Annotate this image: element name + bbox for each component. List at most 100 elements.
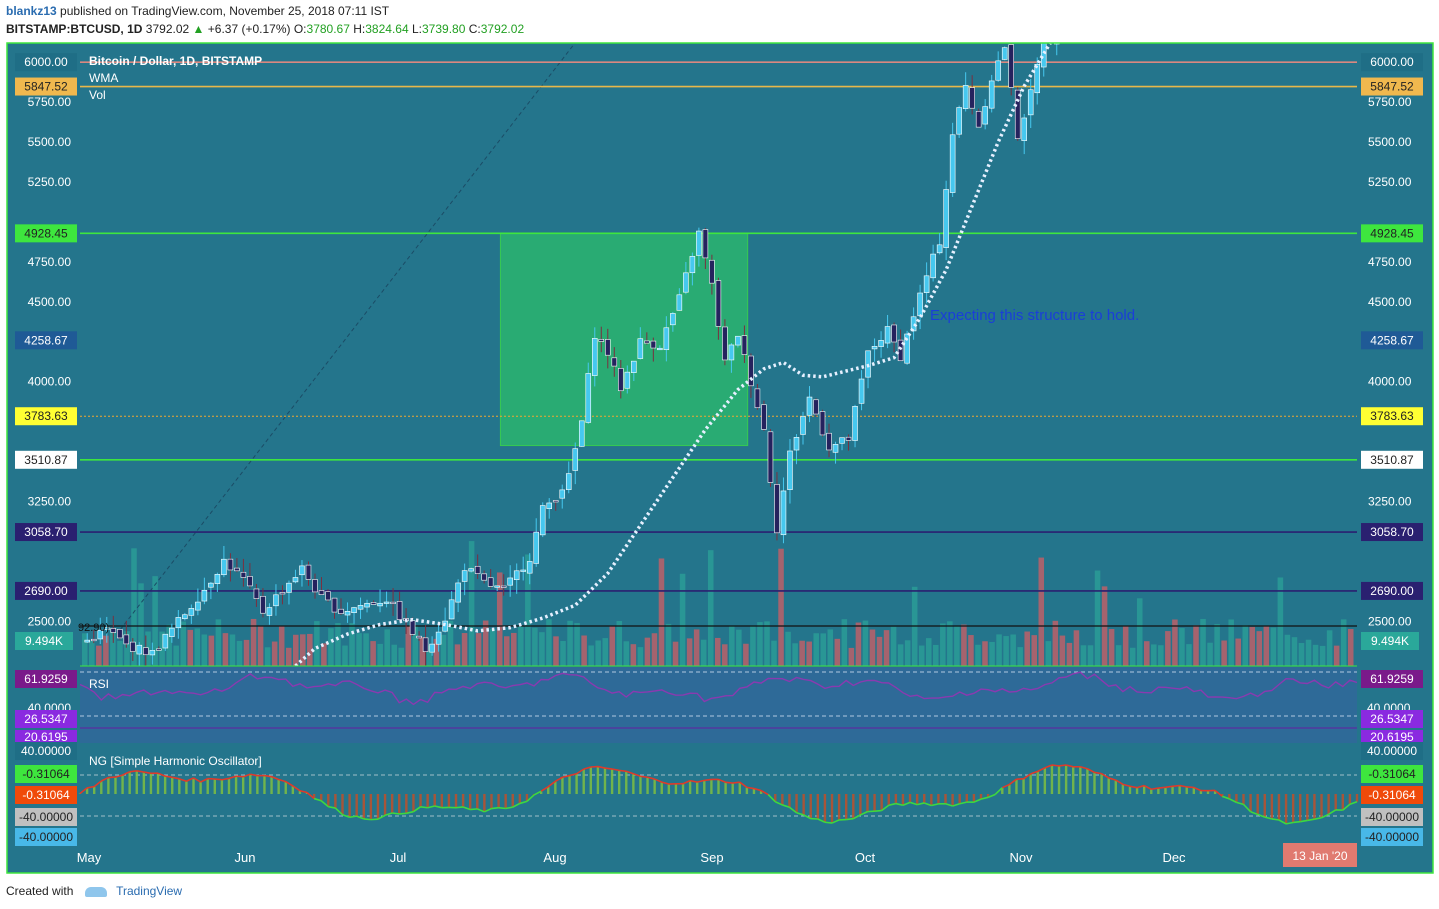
volume-bar (757, 622, 763, 666)
candle-body (364, 602, 370, 608)
volume-bar (616, 620, 623, 666)
volume-bar (1158, 645, 1164, 666)
osc-line-segment (732, 781, 740, 784)
osc-line-segment (774, 800, 783, 806)
price-chart[interactable]: 61.925940.000026.534720.619561.925940.00… (0, 40, 1439, 875)
volume-bar (975, 644, 981, 666)
volume-bar (651, 633, 658, 666)
volume-bar (1094, 570, 1101, 666)
candle-body (793, 437, 800, 451)
volume-bar (496, 572, 503, 666)
osc-line-segment (399, 812, 407, 815)
rsi-lower-left: 26.5347 (24, 712, 68, 726)
osc-label-right: -40.00000 (1365, 810, 1419, 824)
candle-body (995, 60, 1001, 81)
volume-bar (996, 634, 1002, 666)
volume-bar (925, 638, 932, 666)
osc-label-left: -0.31064 (22, 767, 70, 781)
candle-body (461, 570, 468, 582)
candle-body (286, 582, 292, 593)
osc-line-segment (1349, 800, 1358, 806)
candle-body (513, 570, 520, 580)
osc-label-right-bg (1361, 765, 1423, 783)
osc-line-segment (221, 777, 230, 781)
price-tick-right: 4500.00 (1368, 295, 1412, 309)
candle-body (474, 565, 481, 574)
volume-bar (771, 640, 777, 666)
legend-vol[interactable]: Vol (89, 88, 106, 102)
chart-annotation[interactable]: Expecting this structure to hold. (930, 307, 1139, 324)
osc-line-segment (888, 802, 897, 807)
osc-line-segment (115, 774, 123, 778)
candle-body (487, 577, 494, 587)
osc-line-segment (179, 778, 187, 783)
osc-label-left-bg (15, 786, 77, 804)
volume-label-left: 9.494K (25, 634, 63, 648)
volume-bar (904, 640, 911, 666)
volume-bar (862, 620, 869, 666)
osc-line-segment (484, 807, 492, 813)
volume-bar (328, 628, 334, 666)
osc-line-segment (923, 802, 932, 807)
osc-line-segment (122, 771, 131, 776)
candle-body (416, 635, 422, 639)
candle-body (169, 627, 175, 637)
osc-line-segment (980, 796, 989, 800)
candle-body (832, 444, 839, 453)
legend-wma[interactable]: WMA (89, 71, 118, 85)
partial-indicator-value: 92.90) (78, 622, 109, 634)
osc-line-segment (1058, 764, 1067, 767)
osc-line-segment (1001, 783, 1010, 789)
volume-bar (1186, 644, 1192, 666)
time-tick: Aug (543, 850, 566, 865)
candle-body (136, 644, 143, 655)
osc-line-segment (172, 776, 180, 780)
candle-body (761, 404, 767, 430)
level-label-right-bg (1361, 77, 1423, 96)
osc-line-segment (1300, 819, 1308, 823)
candle-body (130, 641, 136, 652)
tradingview-link[interactable]: TradingView (116, 884, 183, 898)
osc-line-segment (1080, 765, 1088, 770)
level-label-right-bg (1361, 450, 1423, 469)
candle-body (143, 647, 149, 656)
osc-line-segment (200, 777, 209, 783)
osc-line-segment (228, 775, 237, 780)
volume-bar (335, 623, 341, 666)
volume-bar (1263, 625, 1270, 666)
volume-bar (1200, 618, 1206, 666)
candle-body (279, 592, 286, 595)
volume-bar (525, 554, 531, 666)
candle-body (188, 608, 195, 616)
legend-oscillator[interactable]: NG [Simple Harmonic Oscillator] (89, 754, 262, 768)
volume-bar (222, 633, 229, 666)
candle-body (943, 189, 949, 248)
osc-line-segment (952, 803, 960, 807)
candle-body (891, 324, 897, 343)
osc-line-segment (533, 790, 542, 796)
volume-bar (482, 620, 489, 666)
osc-line-segment (79, 787, 88, 795)
author-name[interactable]: blankz13 (6, 4, 57, 18)
volume-bar (229, 634, 236, 666)
candle-body (533, 531, 539, 564)
volume-bar (764, 621, 770, 666)
candle-body (956, 107, 962, 135)
candle-body (162, 633, 169, 649)
osc-line-segment (895, 802, 904, 807)
candle-body (585, 373, 592, 423)
osc-line-segment (470, 808, 478, 811)
candle-body (117, 629, 123, 639)
osc-line-segment (271, 775, 279, 781)
osc-line-segment (909, 801, 918, 806)
volume-label-left-bg (15, 632, 73, 650)
legend-rsi[interactable]: RSI (89, 677, 109, 691)
osc-line-segment (852, 814, 861, 820)
osc-line-segment (1115, 779, 1124, 786)
osc-line-segment (994, 787, 1003, 796)
candle-body (748, 355, 754, 387)
volume-bar (384, 629, 390, 666)
osc-line-segment (817, 818, 826, 823)
osc-line-segment (1158, 786, 1166, 789)
osc-line-segment (306, 791, 315, 800)
